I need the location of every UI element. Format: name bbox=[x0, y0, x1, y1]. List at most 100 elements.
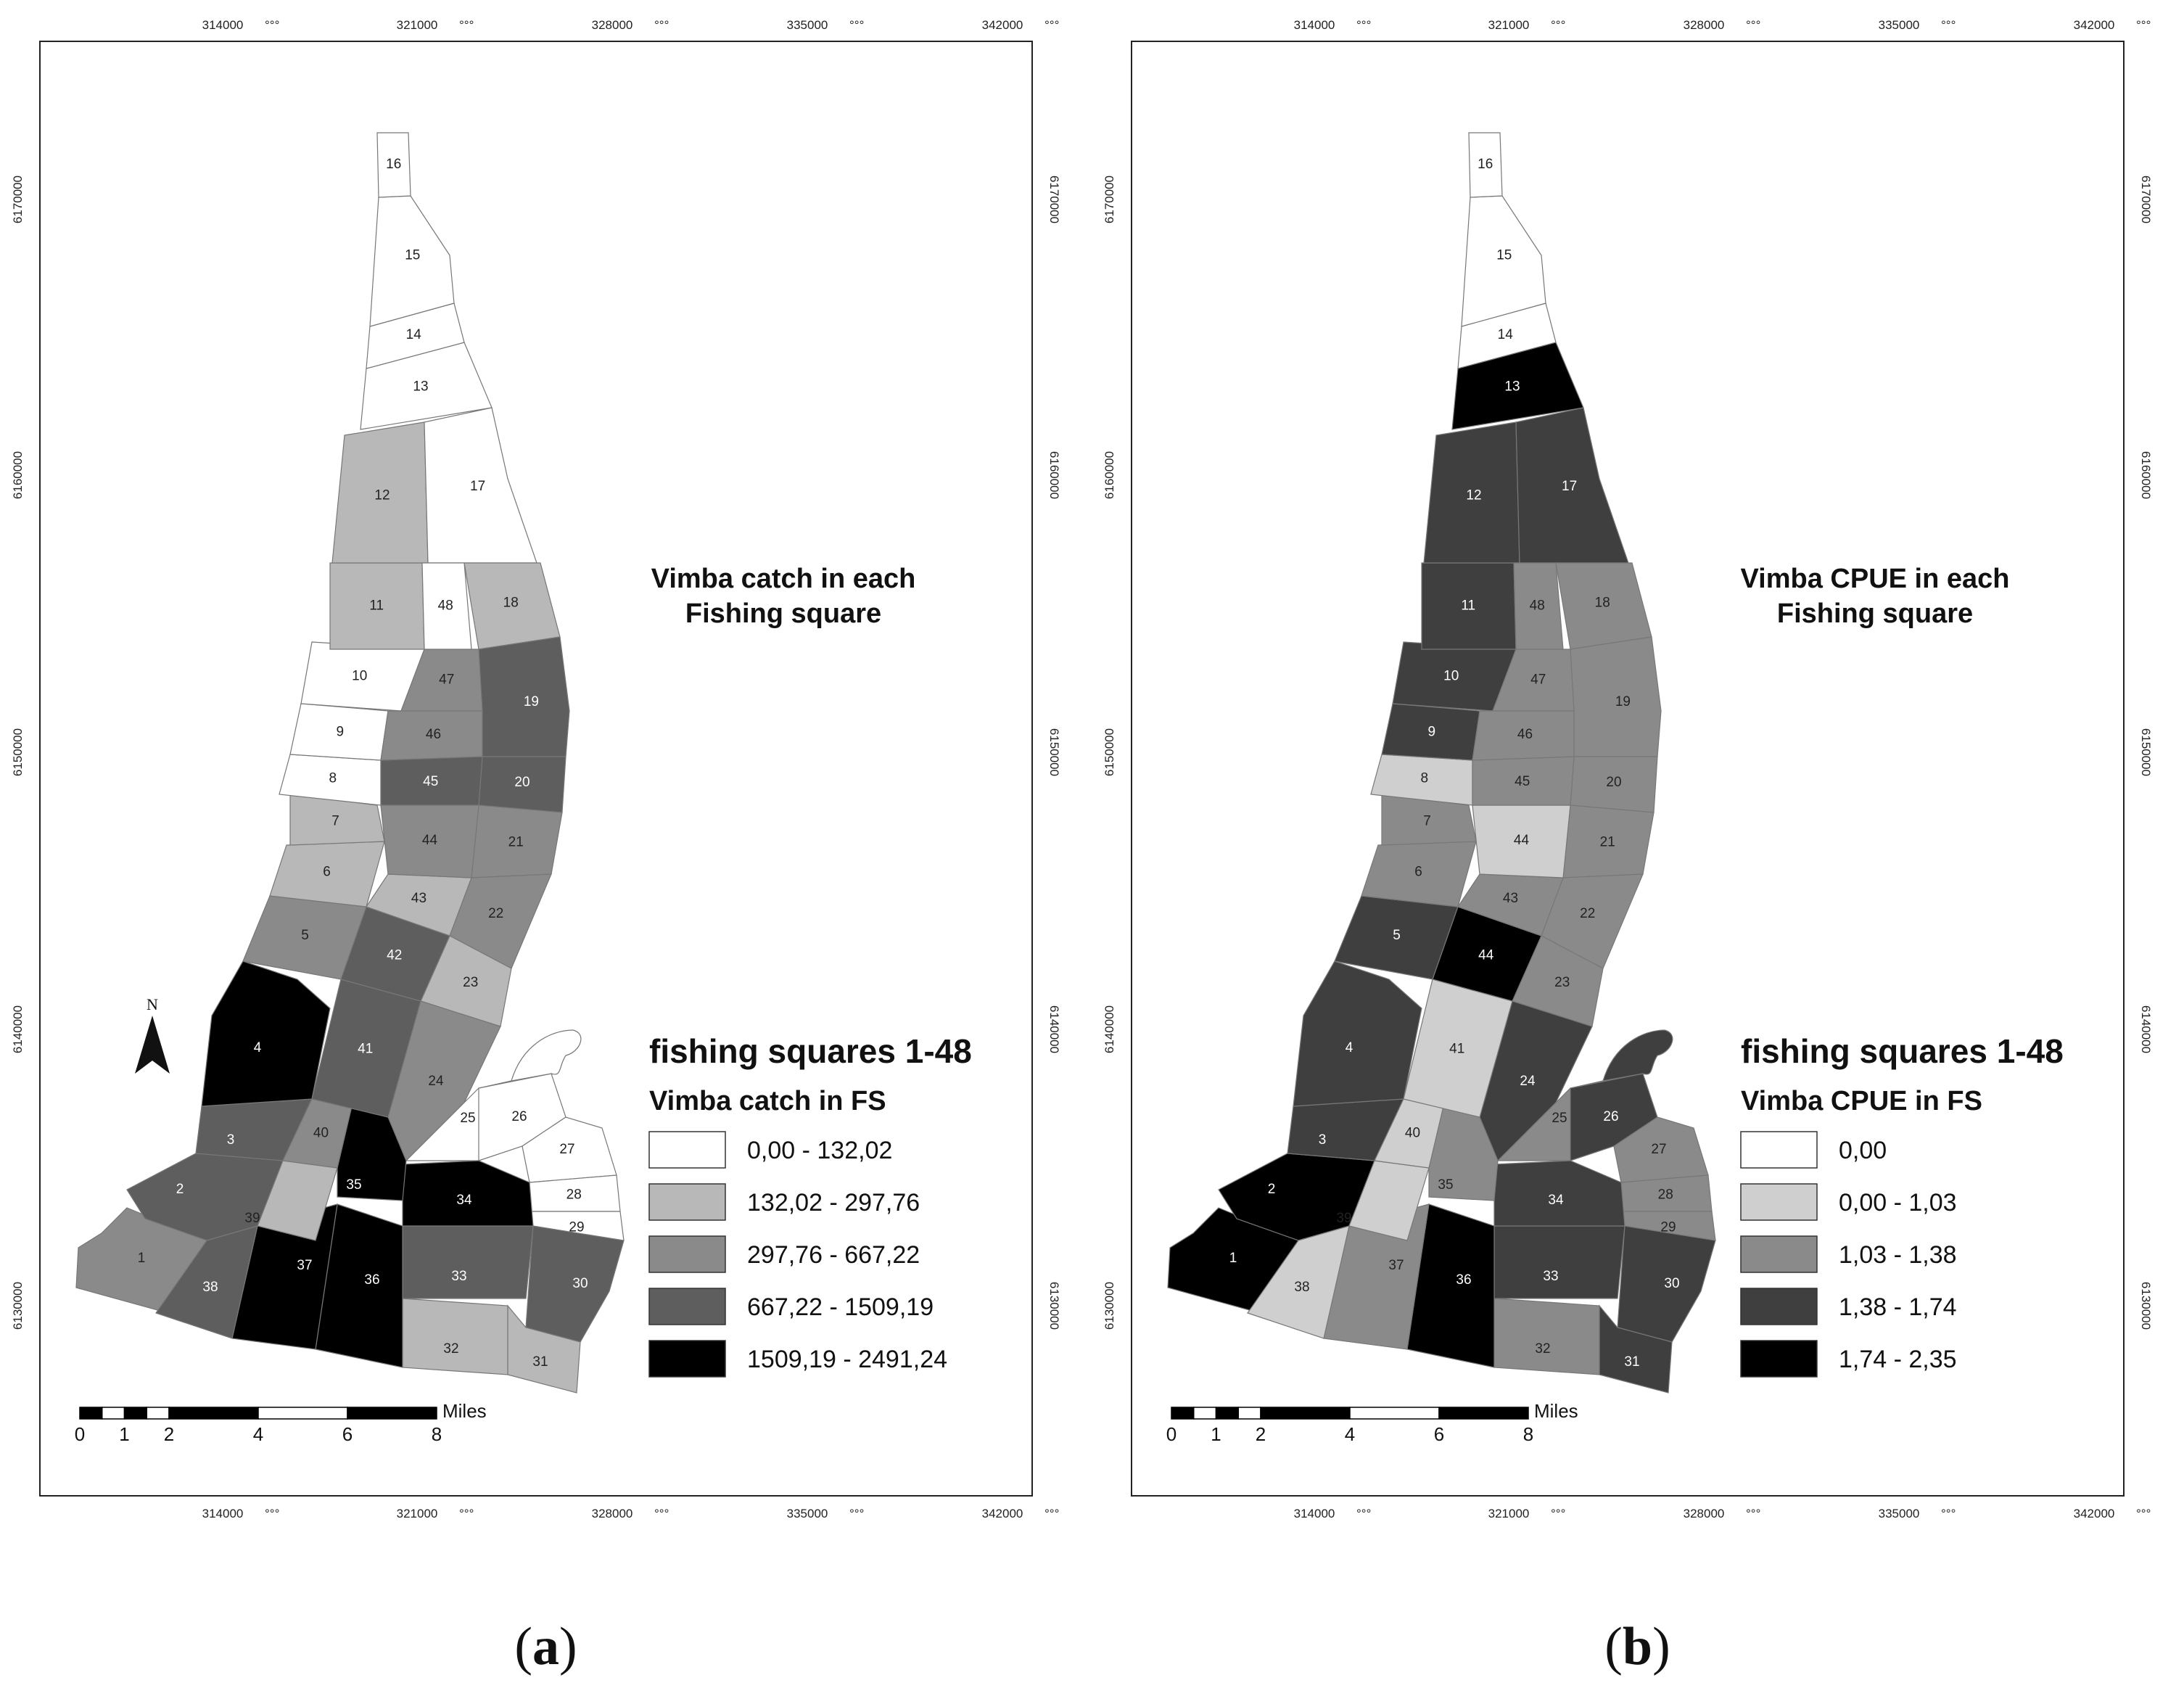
x-tick-bottom-suffix: °°° bbox=[1044, 1507, 1059, 1520]
legend-label-5: 1509,19 - 2491,24 bbox=[747, 1346, 947, 1373]
scale-bar-segment bbox=[257, 1407, 348, 1420]
square-label-3: 3 bbox=[1319, 1132, 1327, 1148]
fishing-square-30 bbox=[525, 1225, 625, 1343]
square-label-17: 17 bbox=[470, 479, 485, 494]
square-label-7: 7 bbox=[331, 814, 339, 829]
square-label-24: 24 bbox=[1520, 1074, 1536, 1089]
square-label-28: 28 bbox=[566, 1188, 582, 1203]
fishing-square-48 bbox=[1513, 562, 1564, 650]
x-tick-top: 321000 bbox=[1488, 18, 1530, 32]
square-label-38: 38 bbox=[1294, 1280, 1309, 1295]
scale-bar-label: 1 bbox=[119, 1423, 129, 1445]
scale-bar-label: 0 bbox=[1166, 1423, 1177, 1445]
y-tick-left: 6160000 bbox=[11, 451, 25, 499]
square-label-29: 29 bbox=[1660, 1220, 1676, 1235]
y-tick-right: 6150000 bbox=[2139, 728, 2153, 776]
square-label-37: 37 bbox=[1388, 1258, 1404, 1273]
y-tick-left: 6130000 bbox=[11, 1282, 25, 1330]
scale-bar-segment bbox=[79, 1407, 103, 1420]
square-label-37: 37 bbox=[297, 1258, 312, 1273]
legend-label-2: 132,02 - 297,76 bbox=[747, 1189, 920, 1217]
square-label-1: 1 bbox=[138, 1251, 146, 1266]
fishing-square-16 bbox=[376, 132, 411, 198]
square-label-9: 9 bbox=[336, 725, 344, 740]
map-title-line-1: Vimba catch in each bbox=[651, 564, 916, 594]
scale-bar-unit: Miles bbox=[442, 1400, 487, 1422]
square-label-11: 11 bbox=[1461, 598, 1475, 614]
square-label-15: 15 bbox=[1496, 247, 1512, 263]
square-label-8: 8 bbox=[1420, 770, 1428, 786]
square-label-21: 21 bbox=[508, 834, 524, 849]
square-label-40: 40 bbox=[313, 1126, 329, 1141]
x-tick-top: 314000 bbox=[202, 18, 244, 32]
square-label-35: 35 bbox=[346, 1177, 361, 1193]
square-label-6: 6 bbox=[1414, 865, 1422, 880]
square-label-5: 5 bbox=[301, 928, 309, 943]
scale-bar-segment bbox=[1349, 1407, 1440, 1420]
legend-subtitle: Vimba catch in FS bbox=[649, 1086, 886, 1116]
map-a: 314000 °°°314000 °°°321000 °°°321000 °°°3280… bbox=[11, 18, 1061, 1520]
fishing-square-27 bbox=[522, 1116, 617, 1183]
scale-bar-label: 4 bbox=[1345, 1423, 1355, 1445]
y-tick-right: 6130000 bbox=[1047, 1282, 1061, 1330]
legend-swatch-1 bbox=[1740, 1131, 1818, 1169]
scale-bar-label: 6 bbox=[1434, 1423, 1444, 1445]
square-label-39: 39 bbox=[1336, 1211, 1351, 1226]
x-tick-bottom-suffix: °°° bbox=[1356, 1507, 1371, 1520]
scale-bar-segment bbox=[1215, 1407, 1239, 1420]
square-label-3: 3 bbox=[227, 1132, 235, 1148]
square-label-32: 32 bbox=[1535, 1341, 1550, 1357]
square-label-31: 31 bbox=[532, 1354, 548, 1370]
fishing-squares: 1234567891011121314151617181920212223242… bbox=[1167, 132, 1716, 1394]
square-label-23: 23 bbox=[463, 975, 478, 990]
legend-swatch-4 bbox=[1740, 1288, 1818, 1325]
square-label-1: 1 bbox=[1229, 1251, 1237, 1266]
square-label-35: 35 bbox=[1438, 1177, 1453, 1193]
x-tick-top: 335000 bbox=[1879, 18, 1920, 32]
x-tick-top: 321000 bbox=[397, 18, 438, 32]
y-tick-left: 6160000 bbox=[1103, 451, 1116, 499]
square-label-34: 34 bbox=[456, 1193, 472, 1208]
square-label-27: 27 bbox=[1651, 1142, 1666, 1157]
fishing-square-4 bbox=[1293, 960, 1422, 1107]
legend-label-1: 0,00 - 132,02 bbox=[747, 1137, 892, 1164]
square-label-10: 10 bbox=[1443, 669, 1459, 684]
fishing-square-30 bbox=[1617, 1225, 1716, 1343]
x-tick-bottom: 335000 bbox=[787, 1507, 828, 1520]
scale-bar-segment bbox=[347, 1407, 437, 1420]
square-label-47: 47 bbox=[439, 672, 454, 688]
legend-label-2: 0,00 - 1,03 bbox=[1839, 1189, 1957, 1217]
square-label-6: 6 bbox=[323, 865, 331, 880]
legend-label-3: 297,76 - 667,22 bbox=[747, 1241, 920, 1269]
square-label-48: 48 bbox=[438, 598, 453, 614]
scale-bar-segment bbox=[168, 1407, 259, 1420]
y-tick-right: 6160000 bbox=[2139, 451, 2153, 499]
square-label-33: 33 bbox=[1543, 1269, 1558, 1284]
y-tick-left: 6150000 bbox=[11, 728, 25, 776]
square-label-29: 29 bbox=[569, 1220, 584, 1235]
square-label-16: 16 bbox=[386, 157, 401, 172]
map-frame bbox=[1131, 41, 2125, 1497]
x-tick-bottom: 328000 bbox=[592, 1507, 633, 1520]
square-label-13: 13 bbox=[1504, 379, 1520, 395]
square-label-24: 24 bbox=[428, 1074, 444, 1089]
square-label-42: 42 bbox=[387, 948, 402, 963]
fishing-square-34 bbox=[402, 1160, 534, 1227]
y-tick-right: 6140000 bbox=[2139, 1005, 2153, 1053]
square-label-36: 36 bbox=[364, 1272, 379, 1288]
y-tick-right: 6140000 bbox=[1047, 1005, 1061, 1053]
x-tick-top-suffix: °°° bbox=[1941, 18, 1956, 32]
map-frame bbox=[39, 41, 1033, 1497]
scale-bar-segment bbox=[1237, 1407, 1261, 1420]
y-tick-left: 6170000 bbox=[1103, 176, 1116, 223]
square-label-19: 19 bbox=[524, 694, 539, 709]
square-label-43: 43 bbox=[1503, 891, 1518, 906]
y-tick-right: 6170000 bbox=[1047, 176, 1061, 223]
x-tick-top: 328000 bbox=[592, 18, 633, 32]
square-label-25: 25 bbox=[1552, 1111, 1567, 1126]
square-label-40: 40 bbox=[1405, 1126, 1420, 1141]
caption-b: (b) bbox=[1604, 1617, 1670, 1676]
square-label-7: 7 bbox=[1423, 814, 1431, 829]
